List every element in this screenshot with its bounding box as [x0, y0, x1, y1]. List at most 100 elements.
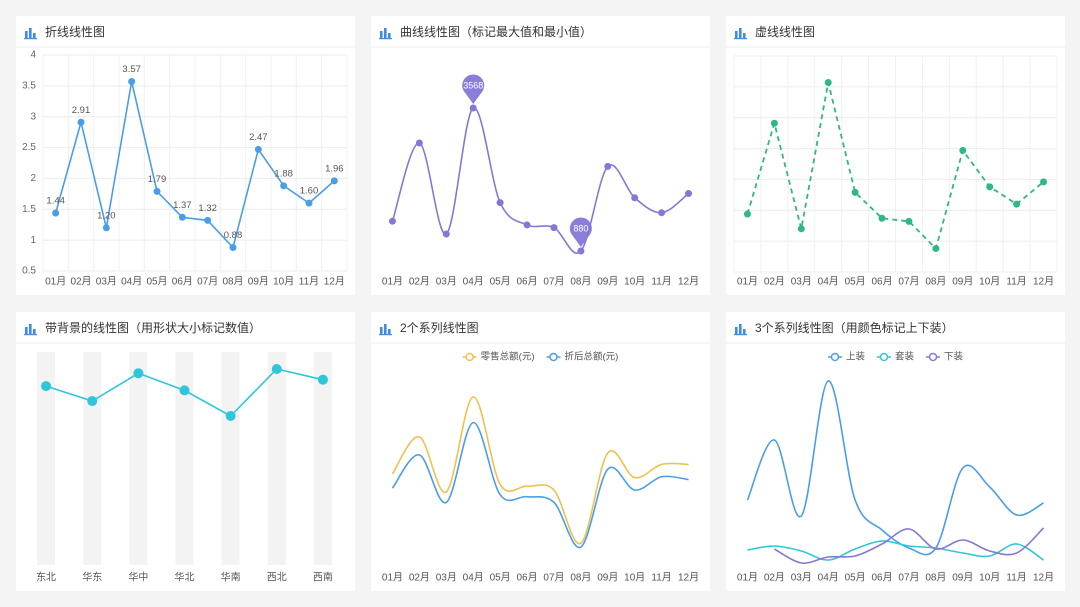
chart-title: 折线线性图: [45, 24, 105, 39]
data-point: [496, 199, 504, 207]
x-tick-label: 12月: [678, 276, 699, 288]
title-icon: [388, 329, 391, 334]
data-label: 1.79: [148, 174, 167, 185]
extreme-pin: [462, 74, 485, 104]
data-point: [797, 225, 805, 233]
data-label: 0.88: [224, 230, 243, 241]
x-tick-label: 05月: [845, 572, 866, 584]
title-icon: [735, 31, 738, 38]
legend-label: 折后总额(元): [565, 351, 619, 363]
x-tick-label: 05月: [146, 276, 167, 288]
data-point: [878, 214, 886, 222]
x-tick-label: 07月: [898, 276, 919, 288]
y-tick-label: 2: [30, 173, 36, 184]
x-tick-label: 09月: [952, 276, 973, 288]
x-tick-label: 05月: [490, 276, 511, 288]
x-tick-label: 09月: [597, 572, 618, 584]
data-point: [133, 368, 144, 379]
y-tick-label: 0.5: [22, 266, 36, 277]
y-tick-label: 1.5: [22, 204, 36, 215]
y-tick-label: 2.5: [22, 142, 36, 153]
legend-icon: [879, 352, 889, 362]
data-point: [685, 190, 693, 198]
data-point: [330, 177, 338, 185]
title-icon-base: [379, 334, 392, 336]
title-icon: [743, 33, 746, 38]
title-icon: [29, 324, 32, 334]
chart-title: 曲线线性图（标记最大值和最小值）: [400, 24, 592, 39]
data-point: [415, 139, 423, 147]
data-point: [225, 411, 236, 421]
x-tick-label: 08月: [222, 276, 243, 288]
data-label: 1.37: [173, 200, 192, 211]
chart-panel: 2个系列线性图 01月 02月 03月 04月 05月 06月 07月 08月 09月 10月 11月…: [371, 312, 710, 591]
series-line: [391, 421, 689, 549]
data-label: 1.60: [300, 186, 319, 197]
data-label: 1.20: [97, 210, 116, 221]
x-tick-label: 华南: [221, 571, 241, 584]
title-icon: [739, 324, 742, 334]
x-tick-label: 10月: [979, 276, 1000, 288]
x-tick-label: 12月: [678, 572, 699, 584]
x-tick-label: 12月: [1033, 276, 1054, 288]
extreme-label: 880: [573, 223, 588, 233]
title-icon-base: [24, 38, 37, 40]
x-tick-label: 11月: [651, 572, 671, 584]
data-point: [986, 183, 994, 191]
data-point: [271, 364, 282, 374]
x-tick-label: 07月: [197, 276, 218, 288]
x-tick-label: 04月: [121, 276, 142, 288]
x-tick-label: 09月: [952, 572, 973, 584]
data-point: [523, 221, 531, 229]
data-point: [770, 119, 778, 127]
data-point: [280, 182, 288, 190]
x-tick-label: 08月: [570, 572, 591, 584]
data-point: [1040, 178, 1048, 186]
series-line: [391, 396, 689, 545]
data-point: [179, 385, 190, 396]
x-tick-label: 08月: [925, 276, 946, 288]
title-icon: [735, 327, 738, 334]
chart-title: 3个系列线性图（用颜色标记上下装）: [755, 320, 954, 335]
x-tick-label: 10月: [624, 276, 645, 288]
x-tick-label: 08月: [925, 572, 946, 584]
data-point: [87, 396, 98, 407]
data-point: [577, 247, 585, 255]
data-point: [153, 187, 161, 195]
data-label: 3.57: [122, 64, 141, 75]
x-tick-label: 09月: [597, 276, 618, 288]
title-icon-base: [734, 38, 747, 40]
x-tick-label: 西北: [267, 572, 287, 584]
title-icon: [743, 329, 746, 334]
x-tick-label: 11月: [651, 276, 671, 288]
data-point: [932, 245, 940, 253]
title-icon: [33, 33, 36, 38]
x-tick-label: 11月: [1006, 276, 1026, 288]
x-tick-label: 10月: [979, 572, 1000, 584]
series-line: [54, 81, 335, 250]
title-icon: [380, 327, 383, 334]
background-bar: [313, 352, 332, 565]
x-tick-label: 04月: [818, 572, 839, 584]
data-point: [959, 146, 967, 154]
x-tick-label: 08月: [570, 276, 591, 288]
title-icon: [384, 28, 387, 38]
data-point: [178, 213, 186, 221]
data-point: [305, 199, 313, 207]
x-tick-label: 04月: [463, 572, 484, 584]
legend: 零售总额(元) 折后总额(元): [462, 351, 619, 363]
data-point: [388, 217, 396, 225]
title-icon: [29, 28, 32, 38]
data-point: [204, 216, 212, 224]
data-point: [743, 210, 751, 218]
x-tick-label: 11月: [1006, 572, 1026, 584]
data-point: [317, 374, 328, 385]
x-tick-label: 09月: [248, 276, 269, 288]
series-line: [747, 540, 1044, 561]
title-icon-base: [734, 334, 747, 336]
legend-label: 套装: [895, 351, 915, 363]
y-tick-label: 3: [30, 111, 36, 122]
title-icon: [380, 31, 383, 38]
x-tick-label: 12月: [1033, 572, 1054, 584]
